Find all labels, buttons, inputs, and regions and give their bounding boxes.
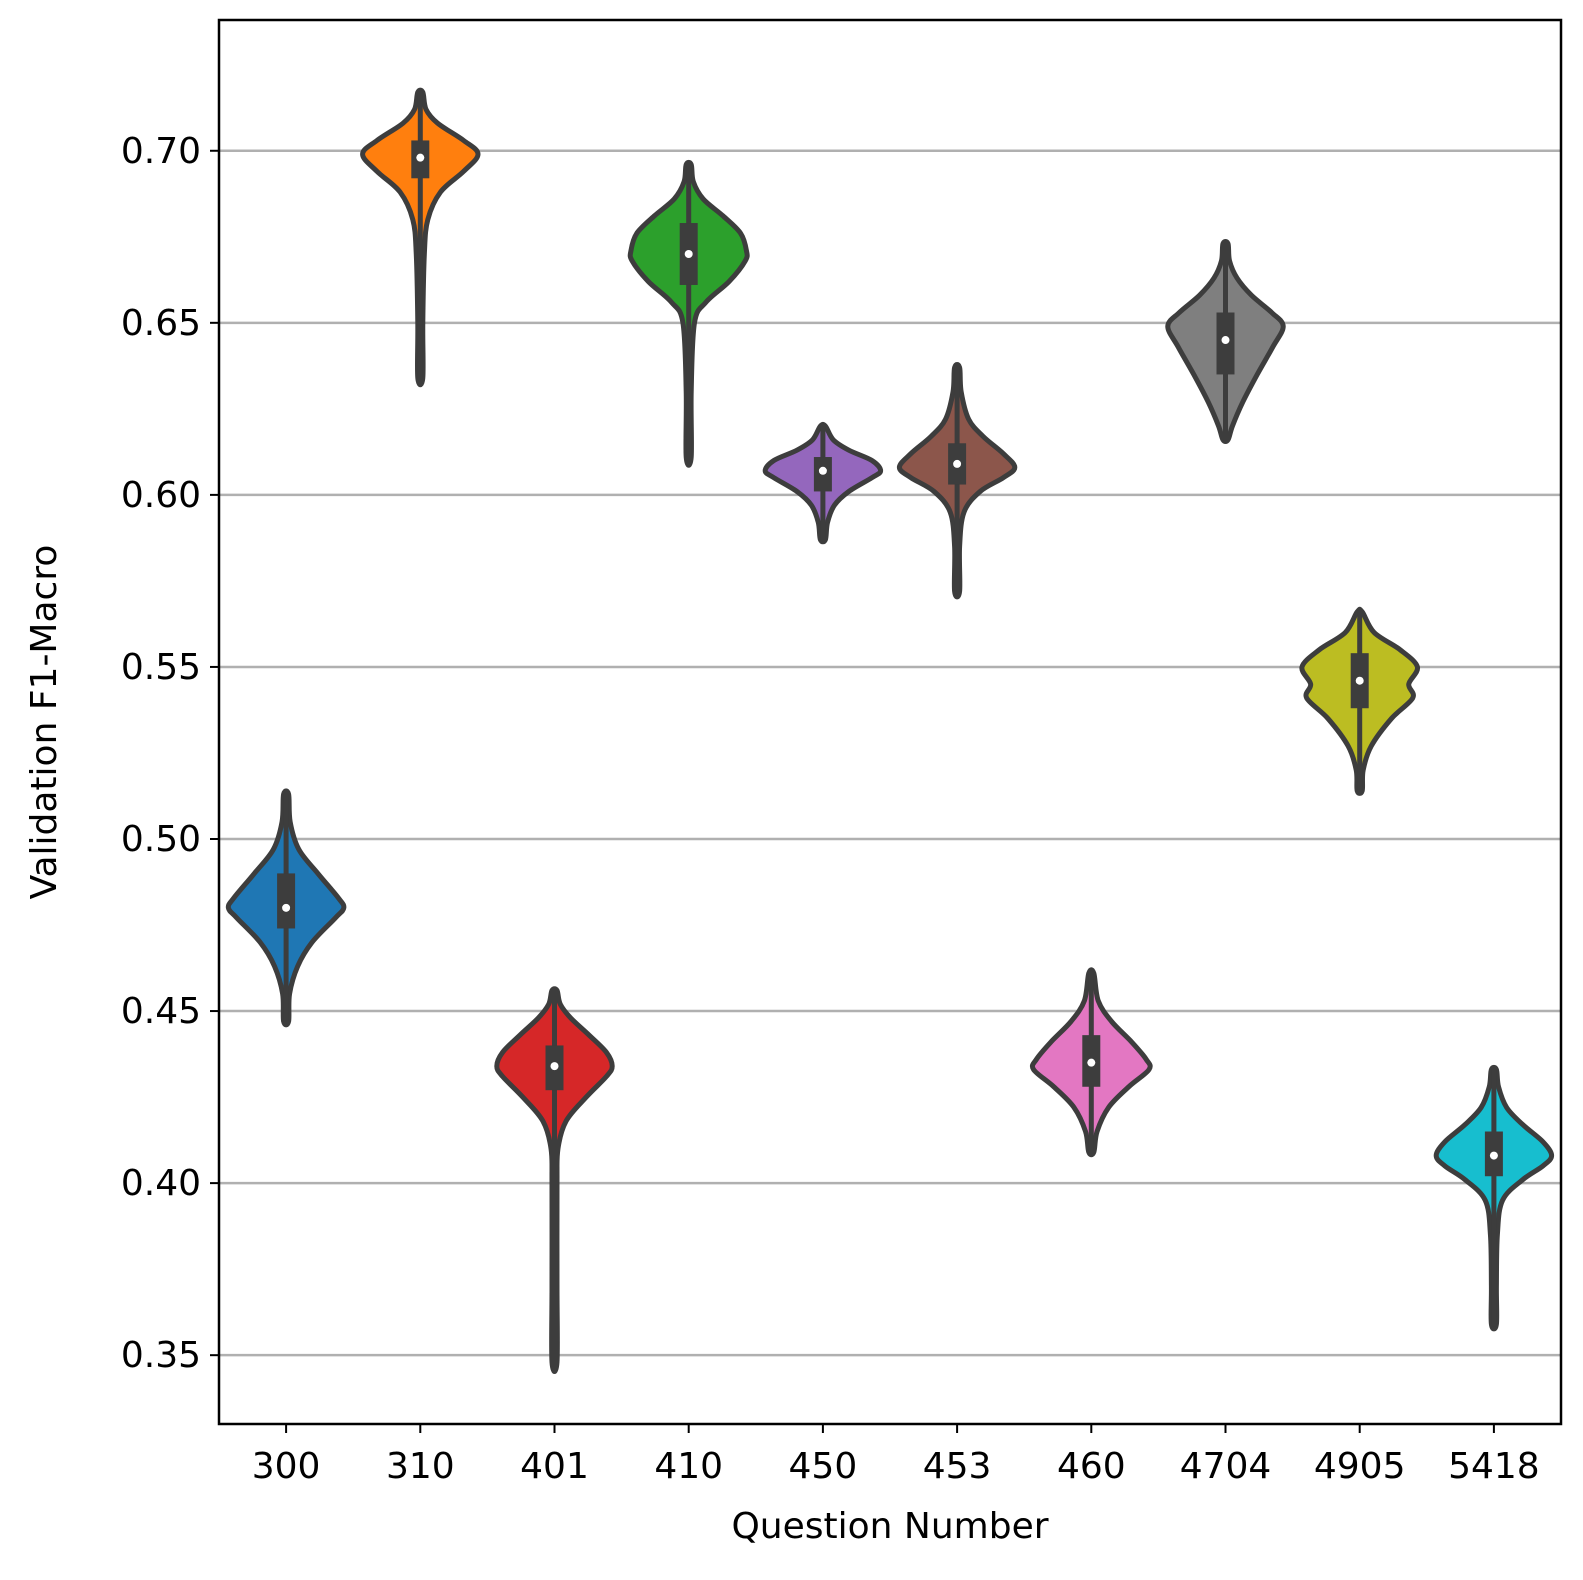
x-tick-label: 450 [789,1446,858,1487]
violins [225,87,1555,1375]
y-tick-label: 0.50 [121,819,201,860]
violin-300 [225,788,347,1028]
x-tick-label: 5418 [1448,1446,1540,1487]
violin-median [1355,676,1364,685]
violin-453 [896,362,1018,600]
x-tick-label: 310 [386,1446,455,1487]
violin-310 [360,87,481,388]
x-tick-label: 410 [654,1446,723,1487]
violin-4905 [1299,606,1420,796]
violin-450 [762,421,884,545]
violin-median [1221,336,1230,345]
x-tick-label: 401 [520,1446,589,1487]
x-tick-label: 4905 [1314,1446,1406,1487]
y-axis-title: Validation F1-Macro [24,545,65,900]
violin-401 [494,986,615,1375]
violin-410 [627,159,750,468]
violin-median [1489,1151,1498,1160]
y-tick-label: 0.70 [121,131,201,172]
y-tick-label: 0.40 [121,1163,201,1204]
violin-iqr-box [277,873,296,929]
y-tick-label: 0.35 [121,1335,201,1376]
plot-frame [217,18,1563,1426]
gridlines [219,149,1561,1357]
y-tick-label: 0.55 [121,647,201,688]
x-tick-label: 460 [1057,1446,1126,1487]
violin-median [684,250,693,258]
y-tick-label: 0.45 [121,991,201,1032]
y-tick-label: 0.60 [121,475,201,516]
violin-median [282,903,291,912]
violin-median [1087,1058,1096,1067]
y-tick-label: 0.65 [121,303,201,344]
violin-median [416,153,425,162]
axes: 0.35 0.40 0.45 0.50 0.55 0.60 0.65 0.70 300 310 40… [121,131,1540,1487]
x-tick-label: 453 [923,1446,992,1487]
violin-460 [1029,967,1153,1158]
violin-5418 [1433,1064,1555,1332]
violin-median [550,1062,559,1071]
violin-4704 [1165,239,1286,445]
x-tick-label: 4704 [1180,1446,1272,1487]
violin-median [953,459,962,468]
violin-median [818,466,827,475]
x-axis-title: Question Number [731,1506,1048,1547]
x-tick-label: 300 [252,1446,321,1487]
